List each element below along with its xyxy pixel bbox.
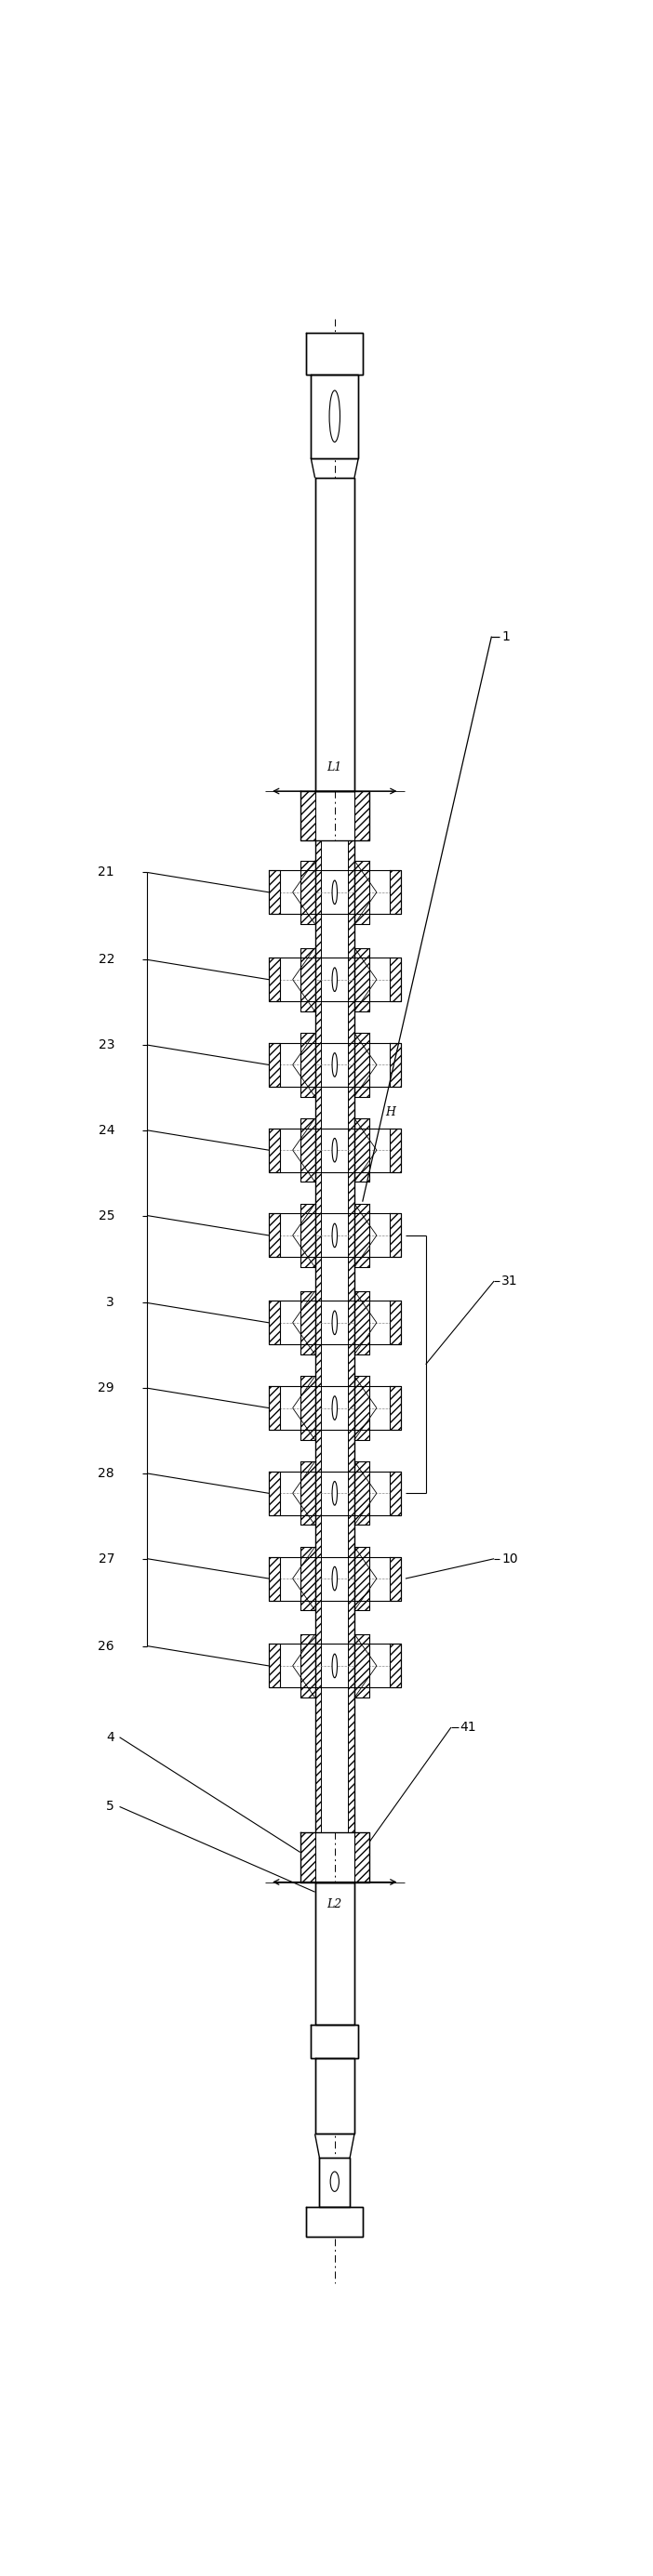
Text: 21: 21 xyxy=(98,866,114,878)
Text: 5: 5 xyxy=(106,1801,114,1814)
Bar xyxy=(389,958,400,1002)
Bar xyxy=(355,1291,369,1355)
Bar xyxy=(269,1128,280,1172)
Bar xyxy=(355,1376,369,1440)
Bar xyxy=(300,1546,315,1610)
Bar xyxy=(269,1301,280,1345)
Bar xyxy=(300,1633,315,1698)
Bar xyxy=(355,1633,369,1698)
Bar xyxy=(269,1043,280,1087)
Bar xyxy=(389,1386,400,1430)
Bar xyxy=(355,1546,369,1610)
Text: 41: 41 xyxy=(460,1721,476,1734)
Bar xyxy=(355,1832,369,1883)
Bar xyxy=(315,477,355,791)
Bar xyxy=(319,2159,350,2208)
Bar xyxy=(355,1461,369,1525)
Bar xyxy=(355,1203,369,1267)
Bar xyxy=(300,1461,315,1525)
Ellipse shape xyxy=(332,1311,337,1334)
Bar xyxy=(311,374,358,459)
Text: 23: 23 xyxy=(98,1038,114,1051)
Text: 1: 1 xyxy=(502,631,510,644)
Text: 26: 26 xyxy=(98,1638,114,1654)
Bar xyxy=(269,1386,280,1430)
Text: 27: 27 xyxy=(98,1553,114,1566)
Ellipse shape xyxy=(332,1054,337,1077)
Bar xyxy=(269,1643,280,1687)
Bar xyxy=(315,1883,355,2025)
Bar xyxy=(306,2208,363,2236)
Bar xyxy=(300,860,315,925)
Bar xyxy=(300,1033,315,1097)
Ellipse shape xyxy=(332,1654,337,1677)
Ellipse shape xyxy=(332,1139,337,1162)
Text: 22: 22 xyxy=(98,953,114,966)
Text: 3: 3 xyxy=(106,1296,114,1309)
Bar xyxy=(300,1832,315,1883)
Bar xyxy=(355,791,369,840)
Bar xyxy=(300,1118,315,1182)
Bar xyxy=(389,871,400,914)
Bar xyxy=(355,860,369,925)
Bar xyxy=(355,1033,369,1097)
Ellipse shape xyxy=(332,881,337,904)
Ellipse shape xyxy=(332,1481,337,1504)
Bar xyxy=(355,1118,369,1182)
Bar xyxy=(389,1471,400,1515)
Bar xyxy=(269,1556,280,1600)
Bar xyxy=(311,2025,358,2058)
Text: L2: L2 xyxy=(327,1899,342,1909)
Text: 28: 28 xyxy=(98,1466,114,1481)
Text: 24: 24 xyxy=(98,1123,114,1136)
Bar xyxy=(300,1203,315,1267)
Ellipse shape xyxy=(332,1396,337,1419)
Bar xyxy=(269,1471,280,1515)
Text: 29: 29 xyxy=(98,1381,114,1394)
Bar xyxy=(348,840,355,1832)
Text: 4: 4 xyxy=(106,1731,114,1744)
Bar xyxy=(355,948,369,1012)
Bar xyxy=(389,1043,400,1087)
Bar xyxy=(389,1556,400,1600)
Bar xyxy=(306,332,363,374)
Bar xyxy=(300,1376,315,1440)
Text: 25: 25 xyxy=(98,1208,114,1221)
Bar xyxy=(300,1291,315,1355)
Ellipse shape xyxy=(329,392,340,443)
Bar xyxy=(389,1128,400,1172)
Bar xyxy=(389,1301,400,1345)
Bar xyxy=(321,840,348,1832)
Bar xyxy=(389,1643,400,1687)
Bar xyxy=(300,948,315,1012)
Bar xyxy=(300,791,315,840)
Text: L1: L1 xyxy=(327,760,342,773)
Text: 31: 31 xyxy=(502,1275,518,1288)
Bar xyxy=(315,840,321,1832)
Bar xyxy=(389,1213,400,1257)
Bar xyxy=(269,958,280,1002)
Ellipse shape xyxy=(332,1224,337,1247)
Ellipse shape xyxy=(332,969,337,992)
Ellipse shape xyxy=(332,1566,337,1589)
Text: H: H xyxy=(385,1108,395,1118)
Ellipse shape xyxy=(330,2172,339,2192)
Bar xyxy=(269,1213,280,1257)
Bar xyxy=(315,2058,355,2133)
Text: 10: 10 xyxy=(502,1553,518,1566)
Bar xyxy=(269,871,280,914)
